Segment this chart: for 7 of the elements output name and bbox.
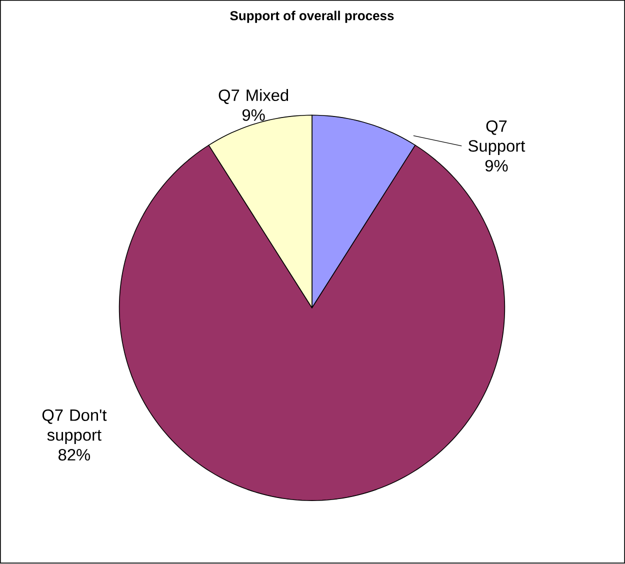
data-label: 82% <box>58 449 90 461</box>
data-label: 9% <box>242 110 265 122</box>
chart-title: Support of overall process <box>230 11 394 24</box>
data-label: 9% <box>485 160 508 172</box>
slice-label: Q7 Mixed <box>218 89 288 104</box>
slice-label: Q7 Don't support <box>42 410 107 444</box>
slice-label: Q7 Support <box>468 120 526 156</box>
